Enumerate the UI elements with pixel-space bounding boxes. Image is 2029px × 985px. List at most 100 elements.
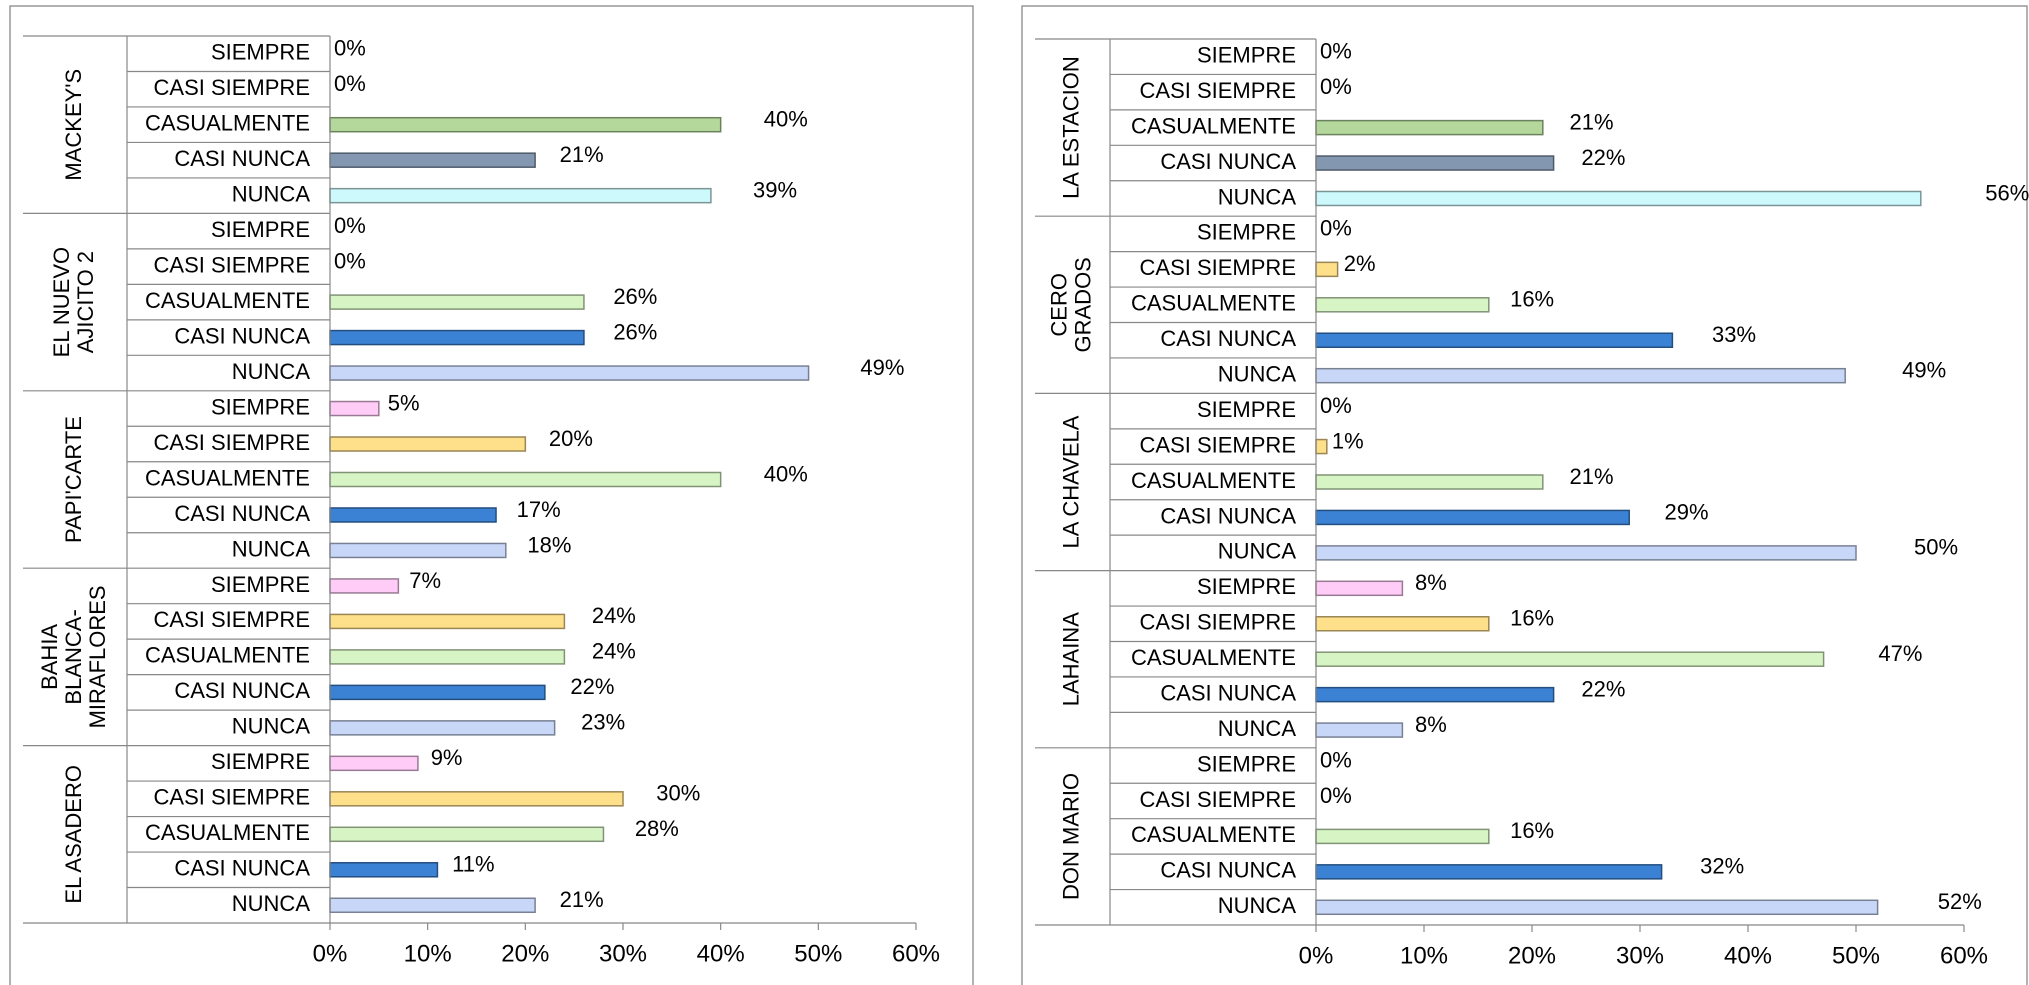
group-label: PAPI'CARTE (61, 416, 86, 543)
value-label: 32% (1700, 854, 1744, 879)
category-label: CASI NUNCA (1160, 149, 1296, 174)
bar (1315, 155, 1555, 171)
value-label: 52% (1938, 889, 1982, 914)
group-label: LAHAINA (1058, 612, 1083, 706)
category-label: CASI SIEMPRE (1140, 255, 1296, 280)
value-label: 0% (334, 248, 366, 273)
category-label: CASI SIEMPRE (154, 75, 310, 100)
value-label: 18% (527, 532, 571, 557)
x-tick-label: 60% (892, 940, 940, 967)
x-tick-label: 0% (1299, 942, 1334, 969)
bar (1315, 474, 1544, 490)
category-label: CASI SIEMPRE (1140, 78, 1296, 103)
category-label: SIEMPRE (211, 217, 310, 242)
bar (329, 400, 380, 417)
category-label: NUNCA (1218, 893, 1297, 918)
category-label: CASI NUNCA (1160, 326, 1296, 351)
category-label: SIEMPRE (211, 749, 310, 774)
bar (329, 436, 527, 452)
category-label: SIEMPRE (1197, 751, 1296, 776)
group-label: BAHIA (37, 624, 62, 690)
category-label: CASI NUNCA (174, 501, 310, 526)
bar (329, 152, 536, 168)
category-label: CASUALMENTE (1131, 468, 1296, 493)
value-label: 40% (764, 107, 808, 132)
category-label: SIEMPRE (1197, 397, 1296, 422)
value-label: 0% (1320, 747, 1352, 772)
bar (329, 613, 566, 630)
category-label: CASI SIEMPRE (1140, 432, 1296, 457)
value-label: 23% (581, 710, 625, 735)
chart-frame (1021, 5, 2028, 985)
value-label: 8% (1415, 712, 1447, 737)
x-tick-label: 30% (599, 940, 647, 967)
x-tick-label: 10% (1400, 942, 1448, 969)
category-label: CASI NUNCA (174, 856, 310, 881)
value-label: 21% (1569, 109, 1613, 134)
value-label: 49% (1902, 357, 1946, 382)
category-label: CASUALMENTE (145, 111, 310, 136)
group-label: AJICITO 2 (73, 251, 98, 353)
bar (1315, 864, 1663, 880)
bar (329, 755, 419, 772)
group-label: EL NUEVO (49, 247, 74, 357)
category-label: NUNCA (232, 359, 311, 384)
value-label: 33% (1712, 322, 1756, 347)
category-label: CASI SIEMPRE (154, 252, 310, 277)
value-label: 22% (1581, 676, 1625, 701)
x-tick-label: 60% (1940, 942, 1988, 969)
x-tick-label: 50% (794, 940, 842, 967)
bar (1315, 722, 1404, 738)
group-label: MACKEY'S (61, 69, 86, 181)
value-label: 56% (1985, 180, 2029, 205)
chart: LA ESTACION SIEMPRE 0% CASI SIEMPRE 0% CASUAL… (1021, 5, 2029, 985)
bar (1315, 616, 1490, 632)
chart-frame (9, 5, 974, 985)
bar (329, 649, 566, 665)
bar (329, 826, 605, 843)
category-label: CASUALMENTE (1131, 822, 1296, 847)
value-label: 0% (1320, 39, 1352, 64)
value-label: 49% (860, 355, 904, 380)
value-label: 21% (560, 142, 604, 167)
bar (1315, 828, 1490, 845)
value-label: 0% (334, 71, 366, 96)
value-label: 8% (1415, 570, 1447, 595)
value-label: 24% (592, 603, 636, 628)
bar (1315, 261, 1339, 278)
value-label: 0% (1320, 393, 1352, 418)
bar (329, 720, 556, 736)
value-label: 0% (1320, 783, 1352, 808)
bar (1315, 580, 1404, 597)
category-label: CASI SIEMPRE (1140, 610, 1296, 635)
bar (329, 294, 585, 310)
bar (1315, 899, 1879, 916)
category-label: NUNCA (232, 891, 311, 916)
value-label: 39% (753, 177, 797, 202)
x-tick-label: 0% (313, 940, 348, 967)
category-label: SIEMPRE (211, 394, 310, 419)
value-label: 21% (560, 887, 604, 912)
value-label: 11% (452, 852, 494, 877)
x-tick-label: 40% (1724, 942, 1772, 969)
bar (329, 116, 722, 133)
category-label: NUNCA (232, 181, 311, 206)
category-label: NUNCA (1218, 361, 1297, 386)
group-label: LA CHAVELA (1058, 415, 1083, 548)
category-label: CASI NUNCA (1160, 503, 1296, 528)
bar (329, 897, 536, 914)
group-label: MIRAFLORES (85, 585, 110, 728)
group-label: EL ASADERO (61, 765, 86, 904)
value-label: 20% (549, 426, 593, 451)
bar (1315, 686, 1555, 703)
value-label: 9% (431, 745, 463, 770)
value-label: 17% (517, 497, 561, 522)
value-label: 30% (656, 781, 700, 806)
value-label: 0% (334, 213, 366, 238)
category-label: NUNCA (1218, 539, 1297, 564)
category-label: NUNCA (1218, 184, 1297, 209)
bar (1315, 367, 1846, 384)
category-label: CASI NUNCA (1160, 858, 1296, 883)
value-label: 16% (1510, 287, 1554, 312)
category-label: SIEMPRE (211, 572, 310, 597)
